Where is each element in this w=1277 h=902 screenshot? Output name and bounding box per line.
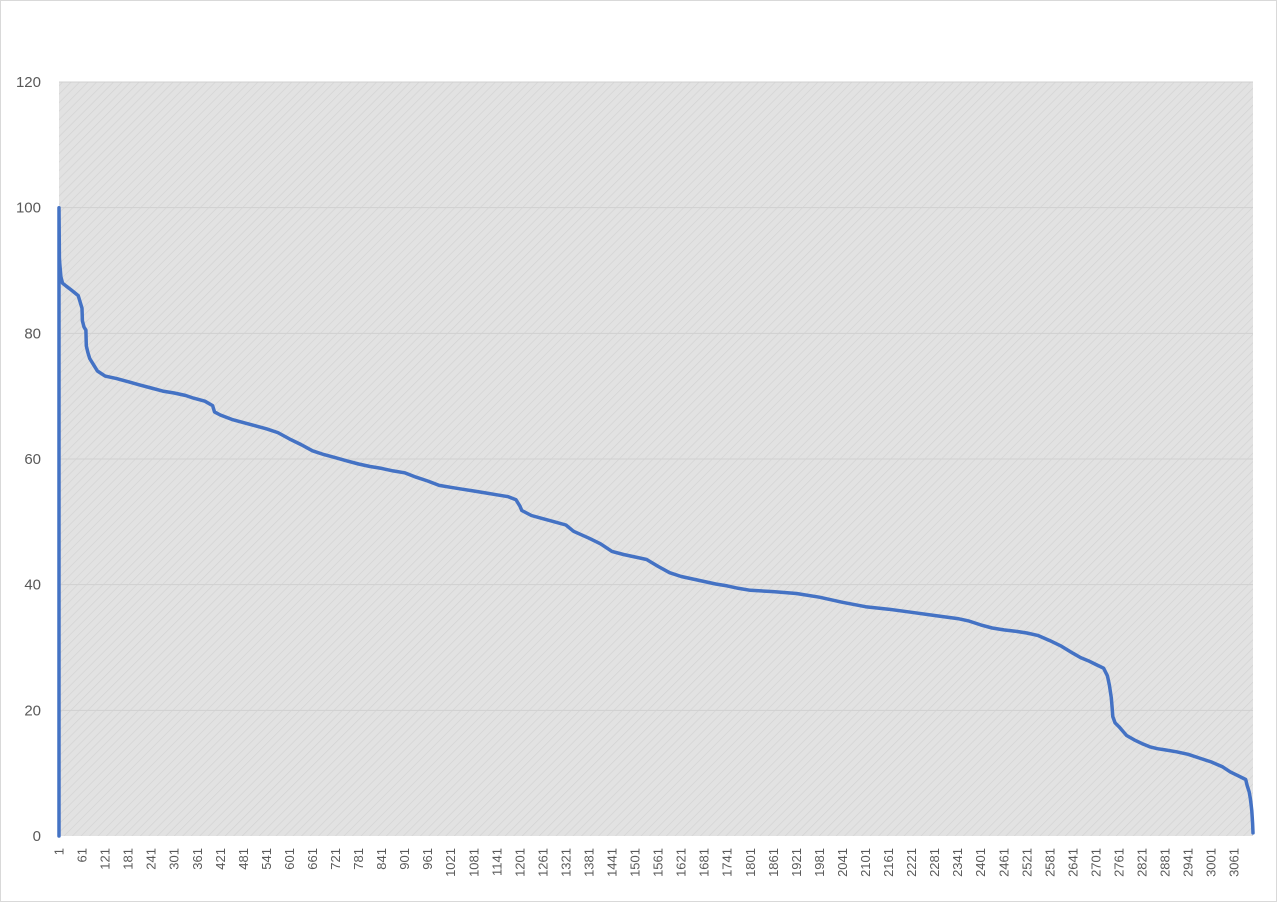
- x-tick-label: 2881: [1158, 848, 1173, 877]
- x-tick-label: 2401: [973, 848, 988, 877]
- x-tick-label: 421: [213, 848, 228, 870]
- x-tick-label: 541: [259, 848, 274, 870]
- x-tick-label: 1381: [581, 848, 596, 877]
- x-tick-label: 2641: [1065, 848, 1080, 877]
- x-tick-label: 901: [397, 848, 412, 870]
- x-tick-label: 2941: [1181, 848, 1196, 877]
- x-tick-label: 2341: [950, 848, 965, 877]
- x-tick-label: 1141: [489, 848, 504, 876]
- x-tick-label: 2041: [835, 848, 850, 877]
- x-tick-label: 1501: [628, 848, 643, 877]
- x-tick-label: 1561: [651, 848, 666, 877]
- x-tick-label: 721: [328, 848, 343, 870]
- x-tick-label: 961: [420, 848, 435, 870]
- x-tick-label: 781: [351, 848, 366, 870]
- x-tick-label: 241: [144, 848, 159, 870]
- x-tick-label: 1321: [558, 848, 573, 877]
- x-tick-label: 1021: [443, 848, 458, 877]
- x-tick-label: 1801: [743, 848, 758, 877]
- y-tick-label: 120: [16, 74, 41, 91]
- y-tick-label: 80: [24, 325, 41, 342]
- x-tick-label: 2161: [881, 848, 896, 877]
- x-tick-label: 841: [374, 848, 389, 870]
- x-tick-label: 2761: [1111, 848, 1126, 877]
- x-tick-label: 2581: [1042, 848, 1057, 877]
- x-tick-label: 2461: [996, 848, 1011, 877]
- x-tick-label: 601: [282, 848, 297, 870]
- y-tick-label: 100: [16, 200, 41, 217]
- x-tick-label: 2701: [1088, 848, 1103, 877]
- x-tick-label: 1441: [605, 848, 620, 877]
- x-tick-label: 1921: [789, 848, 804, 877]
- x-tick-label: 1081: [466, 848, 481, 877]
- x-tick-label: 2821: [1135, 848, 1150, 877]
- y-tick-label: 60: [24, 451, 41, 468]
- x-tick-label: 1621: [674, 848, 689, 877]
- x-tick-label: 2221: [904, 848, 919, 877]
- x-tick-label: 1681: [697, 848, 712, 877]
- x-tick-label: 481: [236, 848, 251, 870]
- x-tick-label: 361: [190, 848, 205, 870]
- x-tick-label: 1741: [720, 848, 735, 877]
- x-tick-label: 2521: [1019, 848, 1034, 877]
- x-tick-label: 121: [98, 848, 113, 870]
- x-tick-label: 3061: [1227, 848, 1242, 877]
- x-tick-label: 2101: [858, 848, 873, 877]
- x-tick-label: 2281: [927, 848, 942, 877]
- x-tick-label: 181: [121, 848, 136, 870]
- x-tick-label: 1201: [512, 848, 527, 877]
- y-tick-label: 40: [24, 577, 41, 594]
- x-tick-label: 1261: [535, 848, 550, 877]
- x-tick-label: 1: [52, 848, 67, 855]
- x-tick-label: 3001: [1204, 848, 1219, 877]
- x-tick-label: 301: [167, 848, 182, 870]
- x-tick-label: 1981: [812, 848, 827, 877]
- series-line: [57, 205, 1255, 838]
- x-tick-label: 661: [305, 848, 320, 870]
- y-tick-label: 20: [24, 702, 41, 719]
- x-tick-label: 61: [75, 848, 90, 862]
- x-tick-label: 1861: [766, 848, 781, 877]
- gridlines: [59, 81, 1253, 711]
- y-axis: 0 20 40 60 80 100 120: [16, 74, 41, 845]
- y-tick-label: 0: [33, 828, 41, 845]
- x-axis: 1 61 121 181 241 301 361 421 481 541 601 661 721 781 8…: [52, 848, 1242, 877]
